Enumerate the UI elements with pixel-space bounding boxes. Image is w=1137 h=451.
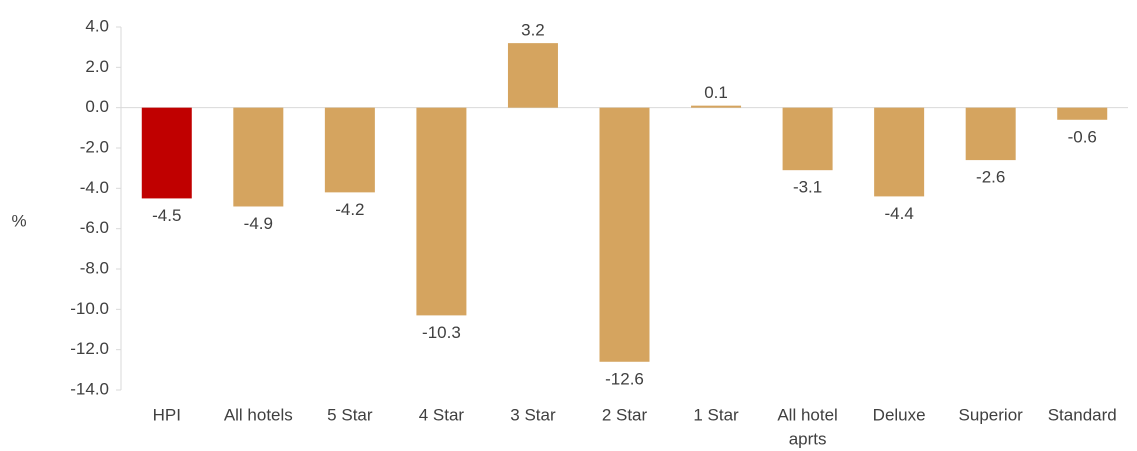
- x-category-label: aprts: [789, 429, 827, 448]
- data-label: -2.6: [976, 168, 1005, 187]
- x-category-label: Standard: [1048, 405, 1117, 424]
- y-tick-label: -2.0: [80, 137, 109, 156]
- bar: [233, 107, 284, 207]
- bar: [141, 107, 192, 199]
- bars: [141, 43, 1108, 362]
- bar: [691, 105, 742, 108]
- x-category-label: All hotels: [224, 405, 293, 424]
- data-label: -12.6: [605, 369, 644, 388]
- y-tick-label: -14.0: [70, 379, 109, 398]
- bar: [507, 43, 558, 108]
- x-category-label: Deluxe: [873, 405, 926, 424]
- bar: [1057, 107, 1108, 120]
- data-label: -3.1: [793, 178, 822, 197]
- y-tick-label: -10.0: [70, 299, 109, 318]
- x-category-label: 4 Star: [419, 405, 465, 424]
- data-label: -4.4: [884, 204, 913, 223]
- bar: [965, 107, 1016, 161]
- y-axis-label: %: [11, 211, 26, 230]
- bar: [324, 107, 375, 193]
- x-category-label: HPI: [153, 405, 181, 424]
- x-category-label: 5 Star: [327, 405, 373, 424]
- bar: [599, 107, 650, 362]
- bar: [782, 107, 833, 171]
- x-category-label: Superior: [959, 405, 1024, 424]
- y-tick-label: 2.0: [85, 57, 109, 76]
- x-category-label: 2 Star: [602, 405, 648, 424]
- y-tick-label: 4.0: [85, 16, 109, 35]
- y-tick-label: -8.0: [80, 258, 109, 277]
- bar: [416, 107, 467, 316]
- x-category-label: 3 Star: [510, 405, 556, 424]
- y-tick-label: -4.0: [80, 178, 109, 197]
- x-category-label: All hotel: [777, 405, 837, 424]
- x-axis-categories: HPI All hotels 5 Star 4 Star 3 Star 2 Star 1 S…: [153, 405, 1117, 448]
- y-tick-label: -6.0: [80, 218, 109, 237]
- data-label: -4.9: [244, 214, 273, 233]
- y-tick-label: 0.0: [85, 97, 109, 116]
- y-axis-ticks: 4.0 2.0 0.0 -2.0 -4.0 -6.0 -8.0 -10.0 -12.0 -14.0: [70, 16, 121, 398]
- data-labels: -4.5 -4.9 -4.2 -10.3 3.2 -12.6 0.1 -3.1 -4.4 -2.6…: [152, 21, 1097, 389]
- y-tick-label: -12.0: [70, 339, 109, 358]
- data-label: 0.1: [704, 83, 728, 102]
- data-label: -10.3: [422, 323, 461, 342]
- x-category-label: 1 Star: [693, 405, 739, 424]
- data-label: -0.6: [1068, 127, 1097, 146]
- data-label: 3.2: [521, 21, 545, 40]
- bar: [874, 107, 925, 197]
- data-label: -4.2: [335, 200, 364, 219]
- data-label: -4.5: [152, 206, 181, 225]
